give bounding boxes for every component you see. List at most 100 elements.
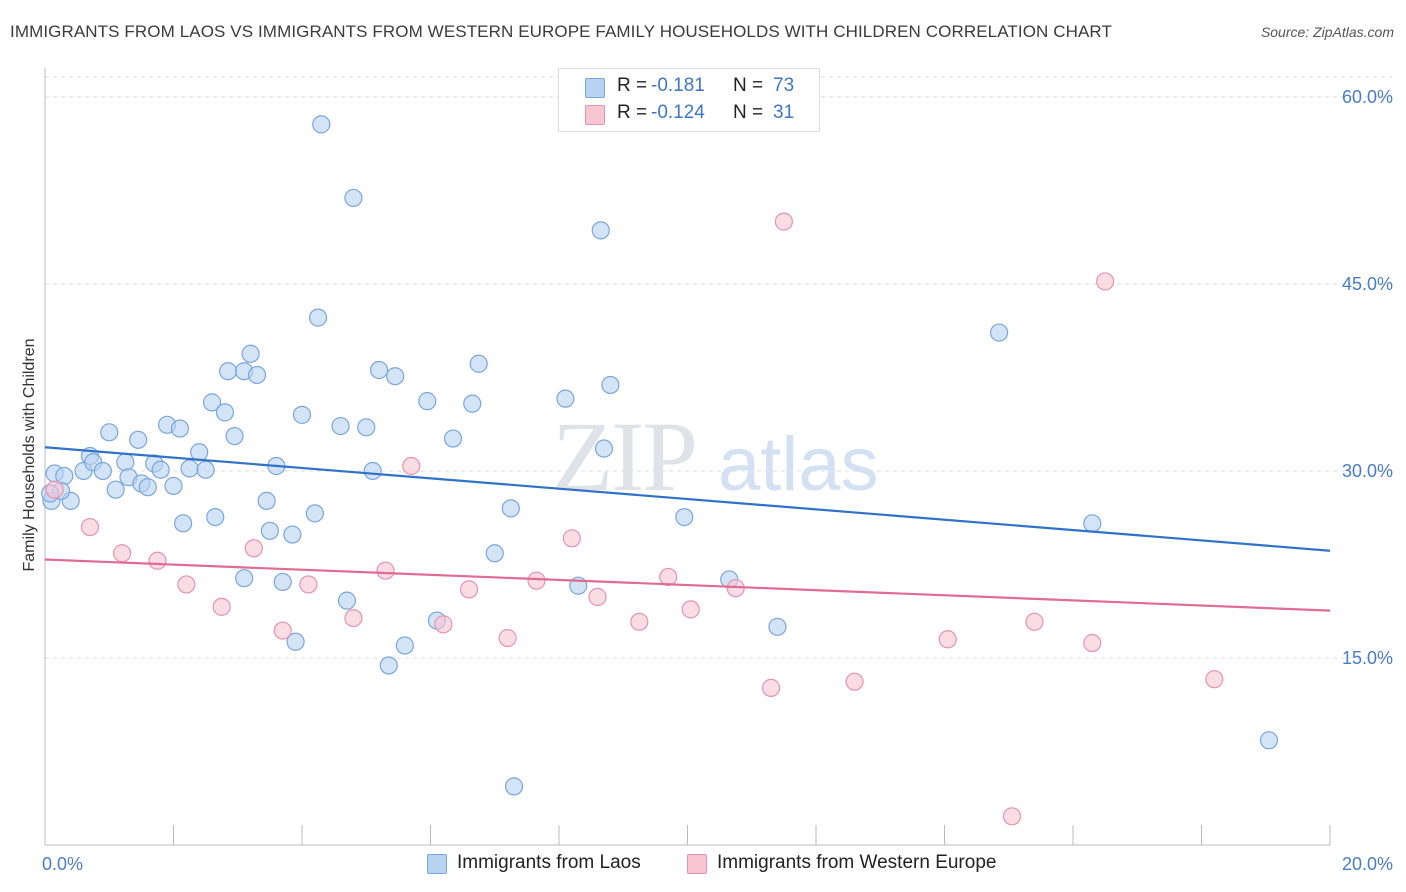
laos-point	[331, 416, 350, 436]
laos-point	[485, 544, 504, 563]
laos-point	[504, 777, 524, 796]
laos-point	[308, 308, 328, 327]
legend-swatch-laos	[585, 78, 605, 98]
laos-point	[556, 389, 575, 408]
legend-n-value-laos: 73	[773, 75, 795, 96]
laos-point	[106, 480, 125, 499]
western-europe-point	[527, 571, 546, 590]
laos-point	[151, 460, 170, 479]
series-legend-label-laos: Immigrants from Laos	[457, 852, 641, 873]
laos-point	[305, 504, 324, 523]
laos-point	[601, 375, 620, 395]
series-legend-label-western-europe: Immigrants from Western Europe	[717, 852, 997, 873]
laos-point	[418, 392, 437, 411]
western-europe-point	[630, 612, 649, 631]
trend-lines	[44, 446, 1331, 612]
western-europe-point	[299, 575, 318, 594]
x-tick-label-max: 20.0%	[1342, 854, 1393, 874]
western-europe-point	[376, 561, 395, 580]
laos-point	[591, 221, 610, 240]
laos-point	[768, 617, 787, 636]
laos-point	[235, 569, 254, 588]
western-europe-point	[1205, 670, 1224, 689]
western-europe-point	[498, 628, 517, 648]
laos-point	[116, 453, 135, 472]
laos-point	[286, 632, 305, 651]
laos-point	[170, 419, 190, 438]
western-europe-point	[80, 517, 100, 537]
western-europe-point	[402, 456, 421, 476]
western-europe-point	[112, 544, 132, 563]
laos-point	[357, 418, 376, 437]
laos-point	[1259, 731, 1279, 750]
laos-point	[196, 460, 215, 479]
laos-point	[386, 367, 405, 386]
legend-n-label: N =	[733, 75, 764, 96]
western-europe-point	[938, 630, 957, 649]
western-europe-point	[1002, 807, 1022, 826]
y-tick-label: 30.0%	[1342, 461, 1393, 481]
laos-point	[395, 636, 414, 655]
trend-line-western-europe	[44, 558, 1331, 612]
western-europe-point	[45, 480, 64, 499]
legend-r-label: R =	[617, 75, 648, 96]
laos-point	[241, 344, 260, 363]
laos-point	[337, 591, 357, 610]
legend-r-label: R =	[617, 102, 648, 123]
laos-point	[312, 115, 331, 134]
western-europe-point	[273, 621, 292, 640]
laos-point	[283, 525, 302, 544]
laos-point	[129, 430, 148, 449]
western-europe-point	[1083, 633, 1102, 653]
x-tick-label-min: 0.0%	[42, 854, 83, 874]
laos-point	[463, 394, 482, 413]
axes: 15.0% 30.0% 45.0% 60.0%	[44, 68, 1393, 846]
laos-point	[174, 514, 193, 533]
legend-r-value-western-europe: -0.124	[651, 102, 705, 123]
western-europe-point	[681, 600, 700, 619]
watermark-zip: ZIP	[552, 401, 696, 512]
laos-point	[443, 429, 463, 448]
laos-point	[990, 323, 1009, 342]
trend-line-laos	[44, 446, 1331, 552]
western-europe-point	[177, 575, 196, 594]
correlation-legend: R = -0.181 N = 73 R = -0.124 N = 31	[558, 68, 820, 132]
western-europe-point	[148, 551, 167, 570]
legend-n-value-western-europe: 31	[773, 102, 795, 123]
laos-point	[344, 188, 363, 208]
western-europe-point	[1096, 272, 1115, 291]
laos-point	[257, 491, 276, 510]
laos-point	[292, 405, 312, 424]
western-europe-point	[659, 567, 678, 587]
western-europe-point	[761, 678, 781, 698]
laos-point	[164, 476, 183, 496]
laos-point	[1083, 514, 1102, 533]
source-label: Source: ZipAtlas.com	[1260, 24, 1394, 40]
laos-point	[225, 426, 244, 446]
watermark-atlas: atlas	[718, 422, 879, 507]
western-europe-point	[774, 212, 793, 231]
western-europe-point	[459, 580, 479, 599]
legend-r-value-laos: -0.181	[651, 75, 705, 96]
laos-point	[100, 423, 119, 442]
laos-point	[138, 478, 157, 497]
western-europe-point	[344, 608, 363, 628]
series-legend-swatch-laos	[427, 854, 447, 874]
laos-point	[273, 572, 292, 592]
y-tick-label: 60.0%	[1342, 87, 1393, 107]
legend-swatch-western-europe	[585, 105, 605, 125]
y-tick-label: 45.0%	[1342, 274, 1393, 294]
laos-point	[215, 403, 234, 422]
chart-title: IMMIGRANTS FROM LAOS VS IMMIGRANTS FROM …	[10, 22, 1112, 41]
laos-point	[379, 656, 398, 675]
laos-point	[247, 365, 267, 385]
legend-n-label: N =	[733, 102, 764, 123]
western-europe-point	[562, 529, 581, 548]
western-europe-point	[845, 672, 864, 691]
laos-point	[93, 461, 112, 481]
laos-point	[219, 362, 238, 381]
laos-point	[469, 354, 488, 373]
laos-point	[180, 459, 199, 478]
laos-point	[202, 393, 222, 412]
